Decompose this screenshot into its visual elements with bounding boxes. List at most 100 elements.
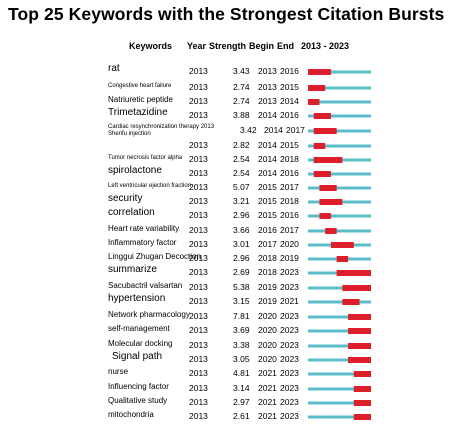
end-value: 2019 xyxy=(280,253,299,263)
year-value: 2013 xyxy=(189,82,208,92)
strength-value: 3.21 xyxy=(233,196,250,206)
timeline-bar xyxy=(308,401,371,405)
timeline-bar xyxy=(308,172,371,176)
year-value: 2013 xyxy=(189,253,208,263)
begin-value: 2020 xyxy=(258,354,277,364)
burst-segment xyxy=(353,371,371,377)
end-value: 2018 xyxy=(280,154,299,164)
strength-value: 2.74 xyxy=(233,96,250,106)
begin-value: 2021 xyxy=(258,411,277,421)
keyword-label: Left ventricular ejection fraction xyxy=(108,183,192,189)
keyword-label: Cardiac resynchronization therapy 2013 S… xyxy=(108,124,215,137)
strength-value: 2.54 xyxy=(233,154,250,164)
year-value: 2013 xyxy=(189,354,208,364)
burst-segment xyxy=(319,213,331,219)
keyword-label: Tumor necrosis factor alpha xyxy=(108,155,183,161)
strength-value: 3.38 xyxy=(233,340,250,350)
strength-value: 2.61 xyxy=(233,411,250,421)
end-value: 2023 xyxy=(280,383,299,393)
end-value: 2023 xyxy=(280,354,299,364)
begin-value: 2020 xyxy=(258,325,277,335)
begin-value: 2013 xyxy=(258,66,277,76)
burst-segment xyxy=(353,400,371,406)
strength-value: 2.97 xyxy=(233,397,250,407)
year-value: 2013 xyxy=(189,182,208,192)
keyword-label: rat xyxy=(108,63,120,74)
burst-segment xyxy=(325,228,337,234)
year-value: 2013 xyxy=(189,383,208,393)
begin-value: 2019 xyxy=(258,296,277,306)
keyword-label: Inflammatory factor xyxy=(108,238,177,247)
end-value: 2015 xyxy=(280,82,299,92)
keyword-label: Signal path xyxy=(112,351,163,362)
burst-segment xyxy=(319,185,337,191)
begin-value: 2015 xyxy=(258,182,277,192)
begin-value: 2018 xyxy=(258,253,277,263)
year-value: 2013 xyxy=(189,110,208,120)
header-strength: Strength xyxy=(209,41,246,51)
burst-segment xyxy=(353,414,371,420)
strength-value: 5.07 xyxy=(233,182,250,192)
burst-segment xyxy=(342,285,371,291)
keyword-label: Qualitative study xyxy=(108,396,168,405)
begin-value: 2018 xyxy=(258,267,277,277)
burst-segment xyxy=(319,199,343,205)
strength-value: 2.69 xyxy=(233,267,250,277)
end-value: 2014 xyxy=(280,96,299,106)
begin-value: 2014 xyxy=(258,168,277,178)
year-value: 2013 xyxy=(189,210,208,220)
burst-segment xyxy=(348,314,371,320)
end-value: 2017 xyxy=(286,125,305,135)
strength-value: 2.82 xyxy=(233,140,250,150)
year-value: 2013 xyxy=(189,154,208,164)
end-value: 2015 xyxy=(280,140,299,150)
keyword-label: security xyxy=(108,193,143,204)
keyword-label: correlation xyxy=(108,207,155,218)
timeline-bar xyxy=(308,329,371,333)
begin-value: 2014 xyxy=(258,154,277,164)
timeline-bar xyxy=(308,100,371,104)
end-value: 2023 xyxy=(280,311,299,321)
begin-value: 2014 xyxy=(258,140,277,150)
begin-value: 2014 xyxy=(264,125,283,135)
year-value: 2013 xyxy=(189,411,208,421)
begin-value: 2019 xyxy=(258,282,277,292)
year-value: 2013 xyxy=(189,239,208,249)
year-value: 2013 xyxy=(189,96,208,106)
year-value: 2013 xyxy=(189,267,208,277)
keyword-label: Trimetazidine xyxy=(108,107,168,118)
header-end: End xyxy=(277,41,294,51)
header-range: 2013 - 2023 xyxy=(301,41,350,51)
end-value: 2023 xyxy=(280,267,299,277)
timeline-bar xyxy=(308,186,371,190)
end-value: 2016 xyxy=(280,66,299,76)
year-value: 2013 xyxy=(189,325,208,335)
end-value: 2018 xyxy=(280,196,299,206)
keyword-label: Molecular docking xyxy=(108,339,173,348)
keyword-label: summarize xyxy=(108,264,157,275)
burst-segment xyxy=(336,270,371,276)
timeline-bar xyxy=(308,286,371,290)
end-value: 2016 xyxy=(280,168,299,178)
timeline-bar xyxy=(308,315,371,319)
timeline-bar xyxy=(308,387,371,391)
timeline-bar xyxy=(308,114,371,118)
year-value: 2013 xyxy=(189,140,208,150)
year-value: 2013 xyxy=(189,397,208,407)
end-value: 2017 xyxy=(280,225,299,235)
begin-value: 2015 xyxy=(258,196,277,206)
begin-value: 2021 xyxy=(258,383,277,393)
timeline-bar xyxy=(308,144,371,148)
burst-segment xyxy=(330,242,354,248)
end-value: 2020 xyxy=(280,239,299,249)
timeline-bar xyxy=(308,129,371,133)
end-value: 2023 xyxy=(280,397,299,407)
burst-segment xyxy=(308,99,320,105)
header-year: Year xyxy=(187,41,207,51)
begin-value: 2021 xyxy=(258,368,277,378)
burst-segment xyxy=(342,299,360,305)
keyword-label: spirolactone xyxy=(108,165,162,176)
timeline-bar xyxy=(308,214,371,218)
begin-value: 2021 xyxy=(258,397,277,407)
